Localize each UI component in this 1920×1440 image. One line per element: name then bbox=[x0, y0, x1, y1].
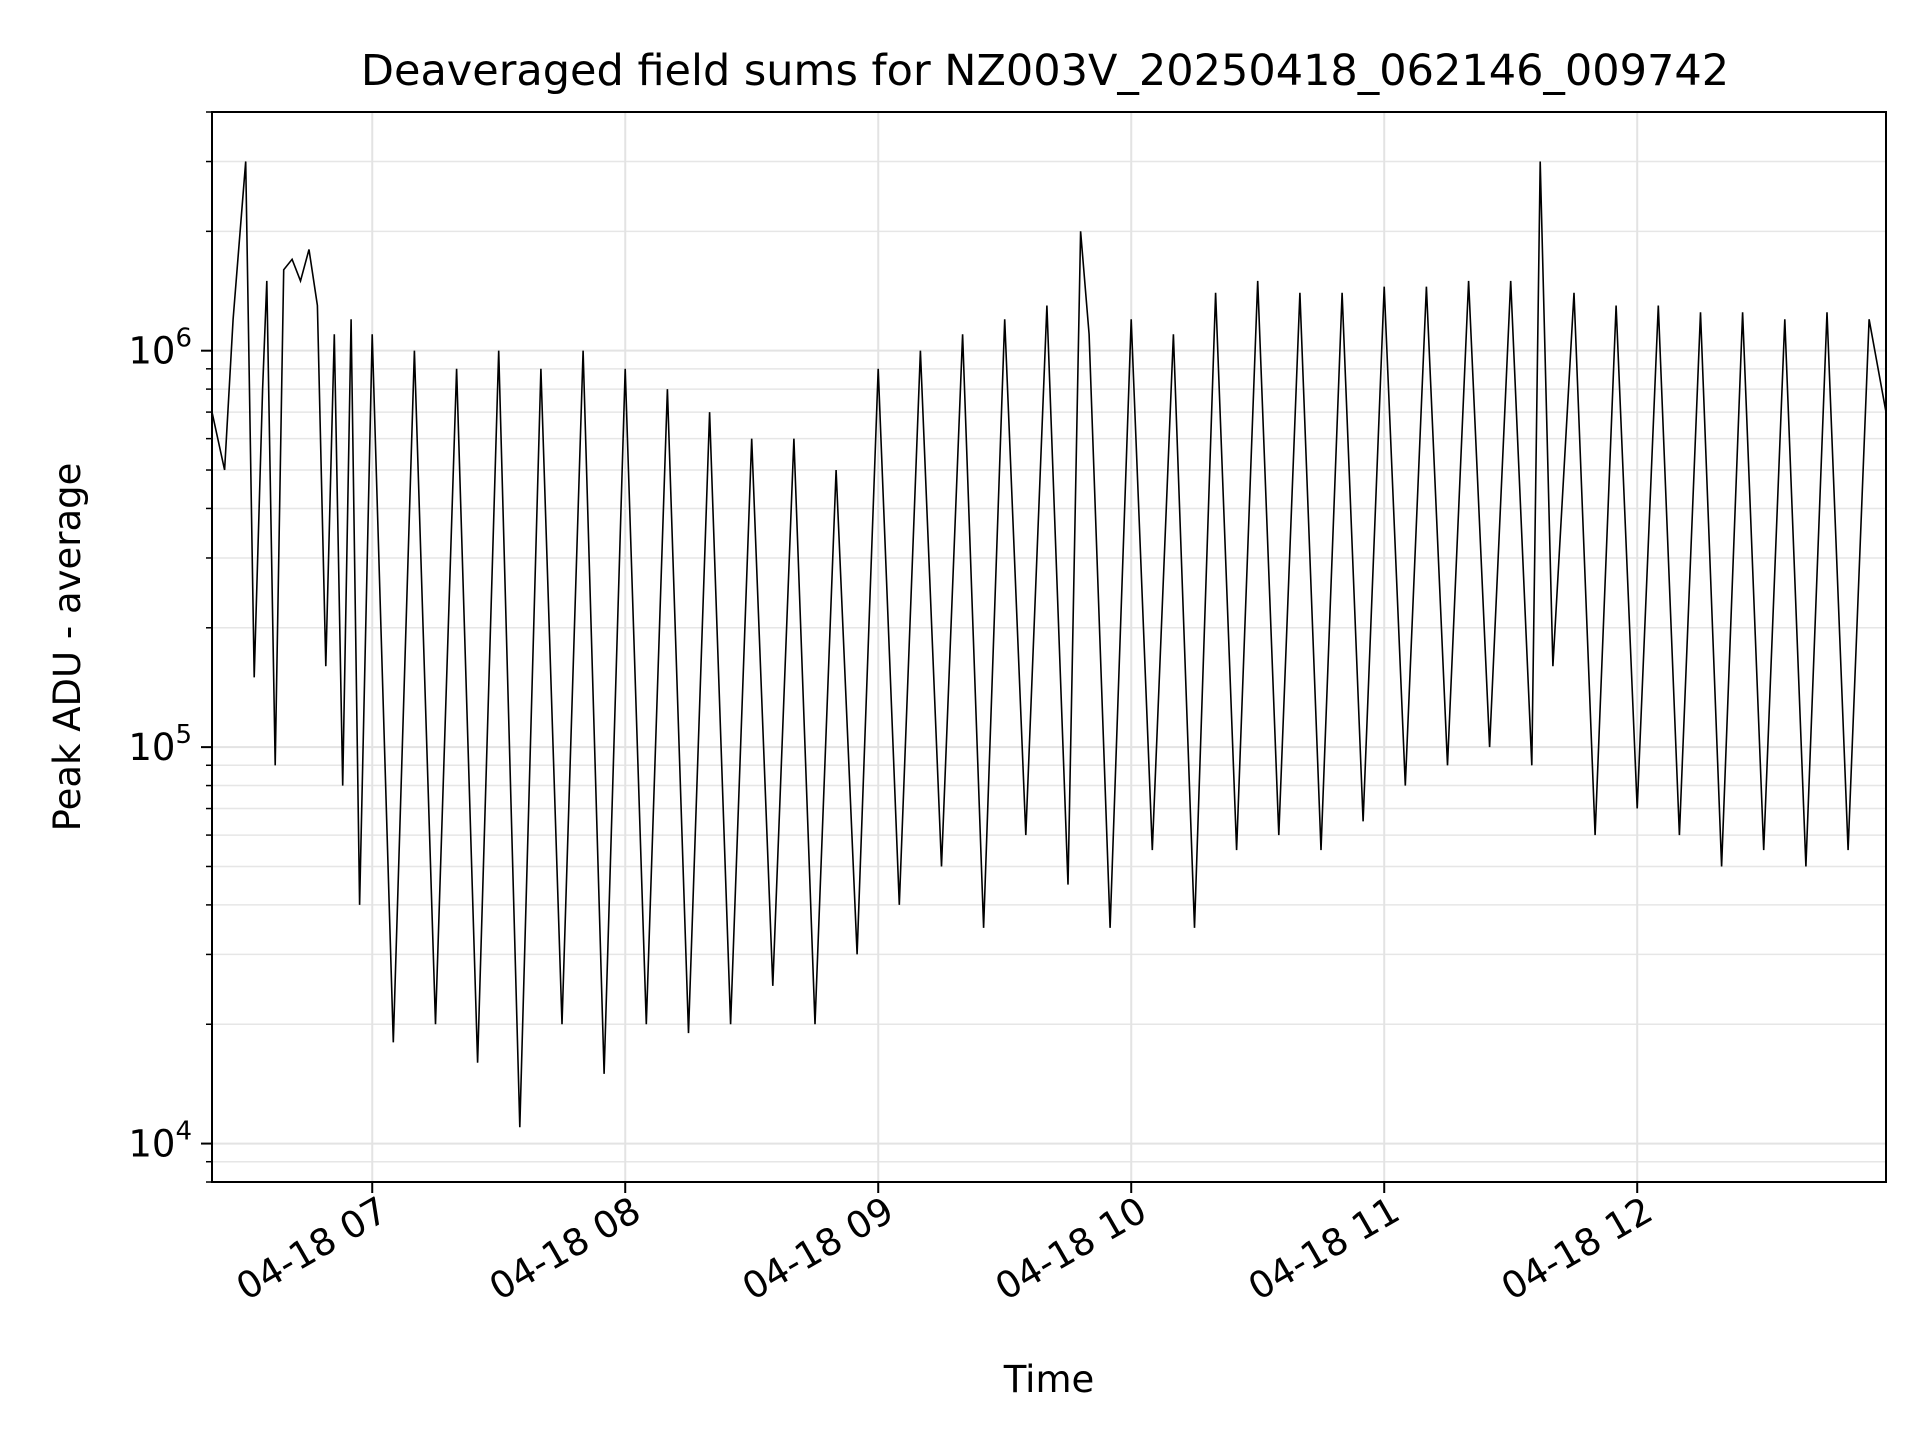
y-axis: 104 105 106 bbox=[128, 111, 212, 1183]
chart-title: Deaveraged field sums for NZ003V_2025041… bbox=[361, 46, 1729, 96]
x-tick-label: 04-18 09 bbox=[735, 1189, 901, 1309]
x-axis-label: Time bbox=[1003, 1358, 1095, 1401]
x-tick-label: 04-18 07 bbox=[229, 1189, 395, 1309]
y-axis-label: Peak ADU - average bbox=[46, 463, 89, 832]
y-tick-label: 104 bbox=[128, 1117, 192, 1166]
y-tick-label: 105 bbox=[128, 720, 192, 769]
x-tick-label: 04-18 08 bbox=[482, 1189, 648, 1309]
x-tick-label: 04-18 10 bbox=[988, 1189, 1154, 1309]
plot-frame bbox=[211, 111, 1887, 1183]
grid bbox=[212, 111, 1886, 1183]
x-tick-label: 04-18 11 bbox=[1241, 1189, 1407, 1309]
x-tick-label: 04-18 12 bbox=[1494, 1189, 1660, 1309]
series-layer bbox=[211, 161, 1887, 1128]
y-tick-label: 106 bbox=[128, 324, 192, 373]
x-axis: 04-18 07 04-18 08 04-18 09 04-18 10 04-18 11… bbox=[229, 1182, 1660, 1309]
series-line bbox=[211, 161, 1887, 1128]
